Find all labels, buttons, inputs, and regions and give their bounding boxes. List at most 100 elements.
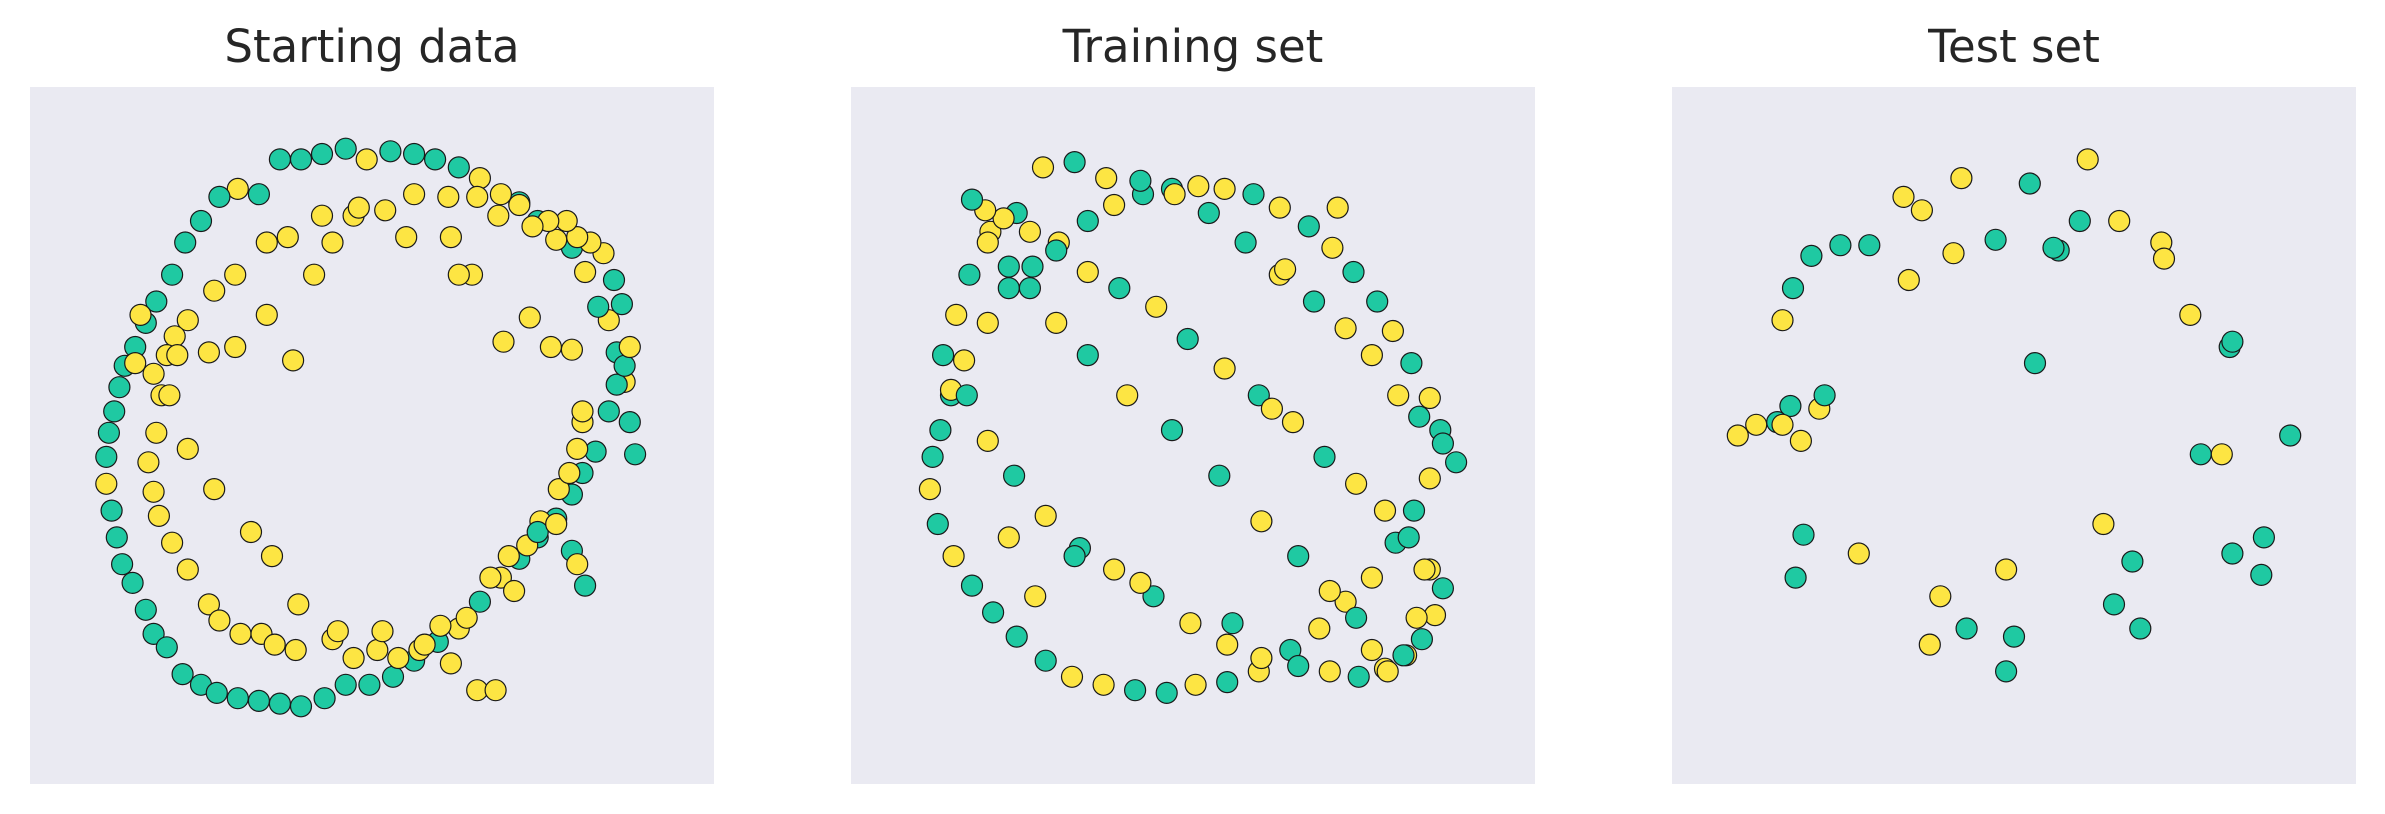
scatter-point-class-1: [1250, 510, 1273, 533]
scatter-point-class-0: [1076, 344, 1099, 367]
chart-title: Test set: [1928, 20, 2100, 73]
scatter-point-class-0: [1984, 228, 2007, 251]
scatter-point-class-1: [124, 352, 147, 375]
scatter-point-class-1: [1308, 617, 1331, 640]
scatter-point-class-1: [260, 545, 284, 568]
scatter-point-class-1: [1381, 319, 1405, 343]
scatter-point-class-1: [229, 622, 252, 646]
scatter-point-class-0: [921, 445, 944, 468]
scatter-point-class-0: [95, 445, 118, 468]
scatter-point-class-1: [560, 338, 584, 361]
scatter-point-class-1: [1918, 633, 1941, 656]
scatter-point-class-1: [992, 207, 1015, 230]
scatter-point-class-1: [176, 558, 199, 581]
scatter-point-class-0: [171, 662, 194, 686]
scatter-point-class-0: [155, 636, 178, 659]
scatter-point-class-0: [1287, 654, 1310, 678]
scatter-point-class-0: [2042, 236, 2065, 259]
scatter-point-class-1: [1910, 199, 1933, 222]
scatter-point-class-1: [497, 545, 520, 568]
scatter-point-class-1: [1095, 166, 1118, 190]
scatter-point-class-1: [413, 633, 436, 656]
scatter-point-class-1: [1950, 166, 1973, 190]
scatter-point-class-0: [597, 400, 620, 423]
scatter-point-class-0: [1779, 394, 1802, 418]
scatter-point-class-0: [1792, 523, 1815, 546]
scatter-point-class-1: [2210, 443, 2233, 466]
scatter-point-class-1: [1321, 236, 1344, 259]
scatter-point-class-0: [313, 687, 336, 710]
scatter-point-class-0: [1955, 617, 1978, 640]
scatter-point-class-1: [1103, 193, 1126, 217]
scatter-point-class-0: [2102, 593, 2126, 616]
scatter-point-class-0: [310, 142, 334, 166]
scatter-point-class-1: [566, 437, 589, 460]
scatter-point-class-1: [1745, 413, 1768, 436]
scatter-point-class-0: [997, 277, 1020, 300]
scatter-point-class-0: [468, 590, 491, 613]
scatter-point-class-1: [1405, 606, 1428, 629]
scatter-point-class-1: [479, 566, 502, 589]
scatter-point-class-1: [1771, 413, 1794, 436]
scatter-point-class-0: [108, 376, 131, 399]
scatter-point-class-0: [610, 293, 634, 316]
scatter-point-class-1: [95, 472, 118, 495]
scatter-point-class-1: [2152, 247, 2176, 270]
scatter-point-class-1: [1274, 258, 1297, 281]
scatter-point-class-1: [163, 325, 186, 348]
scatter-point-class-0: [1197, 201, 1220, 225]
scatter-point-class-1: [1318, 579, 1341, 603]
scatter-point-class-0: [1397, 526, 1420, 549]
scatter-point-class-1: [1250, 646, 1273, 670]
scatter-point-class-0: [1366, 290, 1389, 313]
scatter-point-class-1: [303, 263, 326, 286]
scatter-point-class-0: [289, 148, 313, 171]
scatter-point-class-1: [455, 606, 478, 629]
scatter-point-class-0: [958, 263, 981, 286]
scatter-point-class-0: [1208, 464, 1231, 487]
scatter-point-class-1: [976, 231, 999, 254]
scatter-point-class-0: [1858, 234, 1881, 257]
scatter-point-class-1: [1942, 242, 1965, 265]
scatter-point-class-1: [1929, 585, 1952, 608]
scatter-point-class-1: [484, 679, 507, 702]
scatter-point-class-0: [381, 665, 405, 688]
scatter-point-class-1: [429, 614, 452, 637]
scatter-point-class-1: [952, 349, 976, 372]
scatter-point-class-0: [142, 622, 165, 646]
scatter-point-class-0: [226, 687, 249, 710]
scatter-point-class-1: [1376, 660, 1399, 683]
scatter-point-class-1: [1216, 633, 1239, 656]
scatter-point-class-1: [439, 652, 462, 675]
scatter-point-class-0: [1342, 260, 1365, 284]
scatter-point-class-1: [239, 520, 263, 544]
scatter-plot: [918, 150, 1468, 705]
scatter-point-class-1: [1145, 295, 1168, 318]
scatter-point-class-1: [1024, 585, 1047, 608]
scatter-point-class-0: [1784, 566, 1807, 589]
scatter-point-class-0: [2023, 352, 2047, 375]
scatter-point-class-0: [1408, 405, 1431, 428]
scatter-point-class-0: [955, 384, 978, 407]
scatter-point-class-1: [255, 231, 278, 254]
scatter-point-class-0: [1234, 231, 1257, 254]
scatter-point-class-1: [1213, 177, 1236, 201]
scatter-point-class-1: [558, 461, 581, 485]
scatter-point-class-1: [1423, 603, 1447, 627]
scatter-point-class-1: [1034, 504, 1057, 527]
scatter-point-class-1: [447, 263, 470, 286]
scatter-point-class-1: [387, 646, 410, 670]
scatter-point-class-1: [566, 226, 589, 249]
scatter-point-class-1: [355, 148, 378, 171]
scatter-point-class-1: [1103, 558, 1126, 581]
scatter-point-class-0: [1402, 499, 1426, 522]
scatter-point-class-1: [1129, 571, 1152, 594]
scatter-point-class-1: [1116, 384, 1139, 407]
scatter-point-class-0: [1297, 215, 1320, 238]
scatter-point-class-0: [205, 681, 228, 705]
scatter-point-class-0: [926, 512, 949, 536]
scatter-point-class-0: [403, 142, 426, 166]
scatter-point-class-1: [142, 362, 165, 385]
scatter-point-class-1: [203, 478, 226, 501]
scatter-point-class-1: [945, 303, 968, 326]
